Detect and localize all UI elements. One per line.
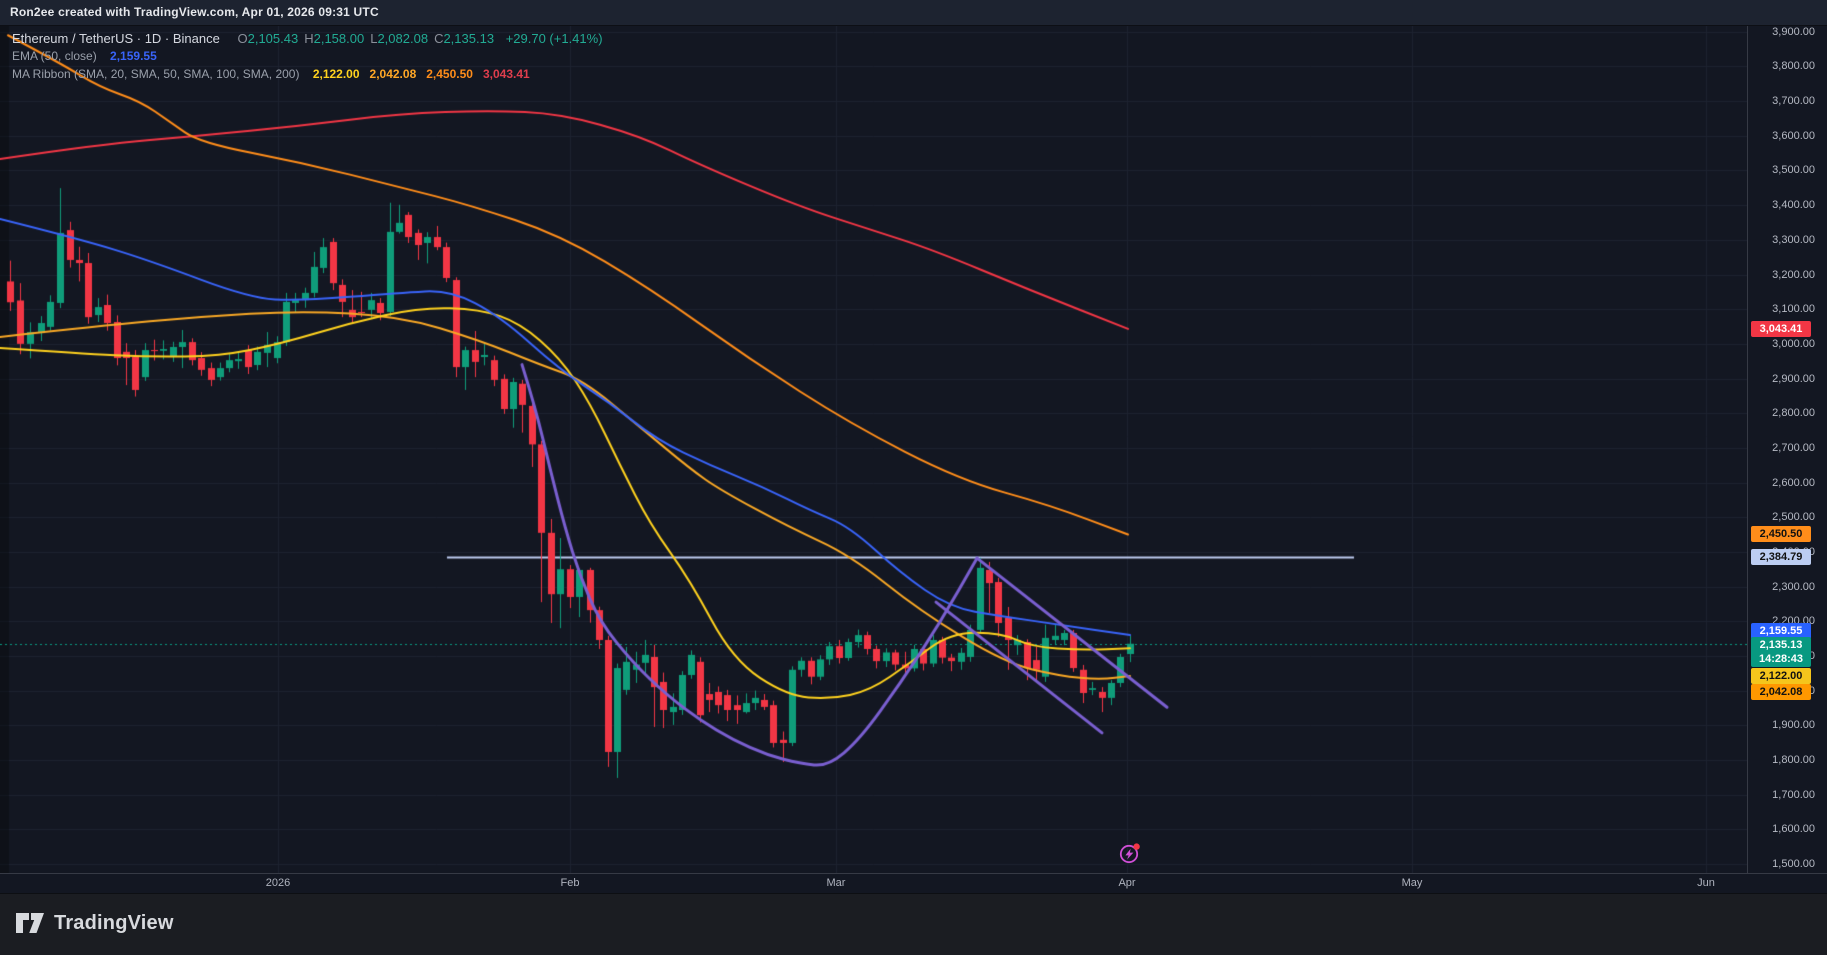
price-chart-canvas[interactable]: [0, 0, 1747, 873]
price-axis-label: 2,900.00: [1772, 372, 1815, 385]
price-axis-label: 1,700.00: [1772, 788, 1815, 801]
price-axis-label: 1,900.00: [1772, 719, 1815, 732]
ema-label: EMA (50, close): [12, 49, 97, 63]
realtime-lightning-icon[interactable]: [1118, 842, 1142, 866]
price-axis-label: 3,000.00: [1772, 337, 1815, 350]
ohlc-value: 2,082.08: [377, 31, 429, 46]
tradingview-logo: TradingView: [16, 910, 174, 936]
time-axis-label: Mar: [826, 877, 846, 889]
price-axis-label: 2,800.00: [1772, 407, 1815, 420]
change-value: +29.70 (+1.41%): [505, 31, 603, 46]
tradingview-wordmark: TradingView: [54, 911, 174, 934]
price-badge: 2,384.79: [1751, 549, 1811, 565]
ma-ribbon-value: 2,042.08: [369, 67, 417, 81]
attribution-text: Ron2ee created with TradingView.com, Apr…: [10, 5, 379, 19]
attribution-bar: Ron2ee created with TradingView.com, Apr…: [0, 0, 1827, 26]
ohlc-value: 2,158.00: [313, 31, 365, 46]
price-badge-value: 2,122.00: [1759, 670, 1803, 682]
legend-symbol-row[interactable]: Ethereum / TetherUS · 1D · Binance O2,10…: [12, 30, 603, 47]
lightning-circle: [1119, 844, 1139, 864]
price-axis-label: 1,500.00: [1772, 857, 1815, 870]
time-axis[interactable]: 2026 Feb Mar Apr May Jun: [0, 873, 1827, 893]
price-badge: 2,122.00: [1751, 668, 1811, 684]
countdown-timer: 14:28:43: [1758, 653, 1804, 665]
ohlc-key: H: [304, 31, 314, 46]
symbol-title: Ethereum / TetherUS · 1D · Binance: [12, 31, 220, 46]
price-axis-label: 2,300.00: [1772, 580, 1815, 593]
time-axis-label: Jun: [1697, 877, 1715, 889]
price-axis-label: 3,400.00: [1772, 199, 1815, 212]
ema-value: 2,159.55: [110, 49, 157, 63]
ohlc-values: O2,105.43 H2,158.00 L2,082.08 C2,135.13: [231, 30, 494, 47]
footer-strip: TradingView: [0, 893, 1827, 955]
price-badge: 2,450.50: [1751, 526, 1811, 542]
price-badge-value: 3,043.41: [1759, 323, 1803, 335]
time-axis-label: Apr: [1118, 877, 1136, 889]
price-badge: 2,135.13 14:28:43: [1751, 637, 1811, 667]
price-badge-value: 2,135.13: [1759, 639, 1803, 651]
price-axis-label: 3,900.00: [1772, 25, 1815, 38]
price-badge: 2,042.08: [1751, 684, 1811, 700]
ohlc-value: 2,135.13: [443, 31, 495, 46]
time-axis-label: 2026: [265, 877, 291, 889]
price-axis-label: 3,100.00: [1772, 303, 1815, 316]
time-axis-label: Feb: [560, 877, 580, 889]
price-axis-label: 2,700.00: [1772, 441, 1815, 454]
ohlc-value: 2,105.43: [247, 31, 299, 46]
price-badge-value: 2,042.08: [1759, 686, 1803, 698]
chart-legend: Ethereum / TetherUS · 1D · Binance O2,10…: [12, 30, 603, 84]
ma-ribbon-value: 3,043.41: [482, 67, 530, 81]
legend-ma-ribbon-row[interactable]: MA Ribbon (SMA, 20, SMA, 50, SMA, 100, S…: [12, 66, 603, 83]
price-axis-label: 1,600.00: [1772, 823, 1815, 836]
notification-dot: [1133, 843, 1140, 850]
price-axis-label: 3,500.00: [1772, 164, 1815, 177]
price-axis-label: 3,600.00: [1772, 129, 1815, 142]
price-axis-label: 3,300.00: [1772, 233, 1815, 246]
price-axis-label: 3,800.00: [1772, 60, 1815, 73]
ma-ribbon-label: MA Ribbon (SMA, 20, SMA, 50, SMA, 100, S…: [12, 67, 300, 81]
ma-ribbon-value: 2,450.50: [426, 67, 473, 81]
price-badge: 2,159.55: [1751, 623, 1811, 639]
price-badge-value: 2,450.50: [1759, 528, 1803, 540]
lightning-bolt-icon: [1125, 848, 1134, 860]
price-axis-label: 3,200.00: [1772, 268, 1815, 281]
legend-ema-row[interactable]: EMA (50, close) 2,159.55: [12, 48, 603, 65]
price-axis-label: 1,800.00: [1772, 753, 1815, 766]
price-axis-label: 3,700.00: [1772, 95, 1815, 108]
price-badge: 3,043.41: [1751, 321, 1811, 337]
price-badge-value: 2,159.55: [1759, 625, 1803, 637]
price-badge-value: 2,384.79: [1759, 551, 1803, 563]
time-axis-label: May: [1401, 877, 1423, 889]
ohlc-key: C: [434, 31, 444, 46]
price-axis-label: 2,600.00: [1772, 476, 1815, 489]
ma-ribbon-value: 2,122.00: [312, 67, 360, 81]
ohlc-key: L: [370, 31, 378, 46]
tradingview-logo-icon: [16, 912, 44, 933]
price-axis-label: 2,500.00: [1772, 511, 1815, 524]
ma-ribbon-values: 2,122.00 2,042.08 2,450.50 3,043.41: [303, 67, 530, 81]
ohlc-key: O: [237, 31, 248, 46]
price-axis[interactable]: 3,900.00 3,800.00 3,700.00 3,600.00 3,500.00…: [1747, 0, 1827, 873]
